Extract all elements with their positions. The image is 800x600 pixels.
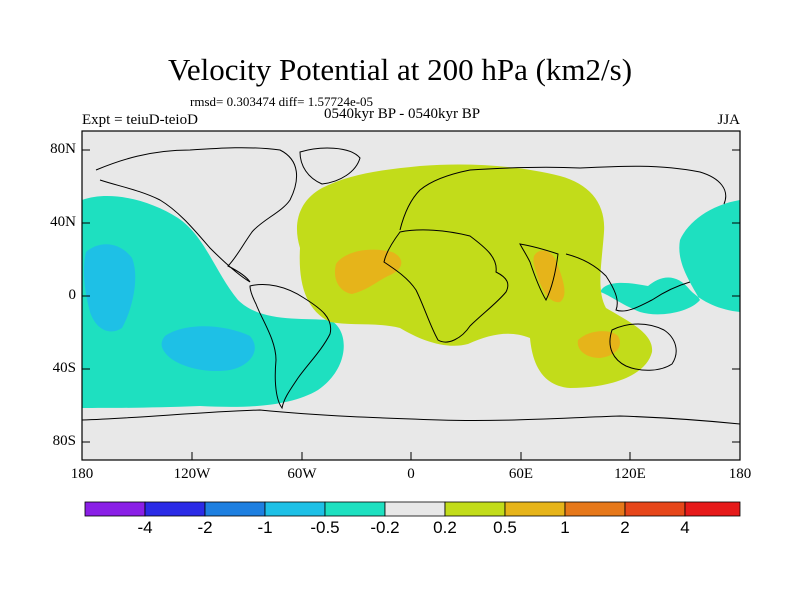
cb-swatch-3 — [204, 501, 266, 517]
neg-region-east — [600, 200, 740, 315]
coast-africa — [383, 229, 509, 343]
map-field — [82, 131, 740, 460]
cb-swatch-9 — [564, 501, 626, 517]
lon-label-180w: 180 — [70, 466, 94, 482]
lon-label-180e: 180 — [728, 466, 752, 482]
coast-north-america — [95, 147, 298, 283]
cb-label-2: 2 — [620, 518, 630, 537]
cb-label-neg1: -1 — [257, 518, 273, 537]
cb-label-05: 0.5 — [493, 518, 517, 537]
cb-label-neg4: -4 — [137, 518, 153, 537]
neg-region-pacific — [82, 196, 344, 408]
period-label: 0540kyr BP - 0540kyr BP — [324, 106, 481, 122]
cb-swatch-8 — [504, 501, 566, 517]
lon-label-120w: 120W — [173, 466, 211, 482]
cb-swatch-1 — [84, 501, 146, 517]
cb-swatch-5 — [324, 501, 386, 517]
neg-region-pacific-core2 — [161, 326, 255, 372]
coast-greenland — [299, 147, 361, 185]
lat-label-80n: 80N — [50, 141, 76, 157]
cb-swatch-10 — [624, 501, 686, 517]
lon-label-60w: 60W — [287, 466, 317, 482]
cb-swatch-11 — [684, 501, 741, 517]
coast-antarctica — [82, 409, 740, 425]
lon-label-120e: 120E — [614, 466, 646, 482]
cb-label-02: 0.2 — [433, 518, 457, 537]
pos-core-indian-ocean — [577, 331, 620, 358]
coast-india — [519, 243, 559, 302]
cb-swatch-4 — [264, 501, 326, 517]
coast-europe — [399, 165, 727, 231]
lat-label-80s: 80S — [52, 433, 76, 449]
lat-label-40n: 40N — [50, 214, 76, 230]
cb-swatch-6 — [384, 501, 446, 517]
lat-label-40s: 40S — [52, 360, 76, 376]
coast-south-america — [249, 284, 332, 410]
coastlines — [82, 147, 740, 425]
experiment-label: Expt = teiuD-teioD — [82, 112, 198, 128]
cb-label-1: 1 — [560, 518, 570, 537]
colorbar — [84, 501, 741, 517]
lon-label-60e: 60E — [508, 466, 534, 482]
lat-label-0: 0 — [68, 287, 77, 303]
cb-label-4: 4 — [680, 518, 690, 537]
coast-se-asia — [565, 253, 691, 312]
season-label: JJA — [717, 112, 740, 128]
coast-australia — [609, 323, 677, 371]
pos-region-main — [296, 164, 653, 388]
map-title: Velocity Potential at 200 hPa (km2/s) — [167, 52, 633, 87]
neg-region-pacific-core1 — [83, 244, 136, 332]
cb-label-neg2: -2 — [197, 518, 213, 537]
stats-line: rmsd= 0.303474 diff= 1.57724e-05 — [190, 94, 374, 109]
lon-label-0: 0 — [407, 466, 415, 482]
cb-label-neg02: -0.2 — [370, 518, 400, 537]
cb-swatch-7 — [444, 501, 506, 517]
tick-marks — [82, 149, 740, 460]
cb-label-neg05: -0.5 — [310, 518, 340, 537]
cb-swatch-2 — [144, 501, 206, 517]
